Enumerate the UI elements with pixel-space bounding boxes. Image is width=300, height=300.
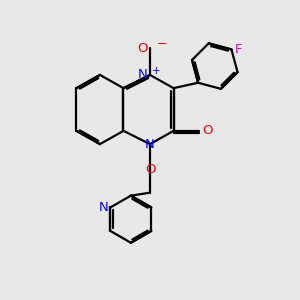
Text: F: F [235, 43, 242, 56]
Text: O: O [202, 124, 213, 137]
Text: −: − [157, 38, 167, 51]
Text: O: O [145, 163, 155, 176]
Text: N: N [98, 201, 108, 214]
Text: N: N [138, 68, 148, 81]
Text: O: O [137, 42, 148, 55]
Text: N: N [145, 138, 155, 151]
Text: +: + [152, 66, 161, 76]
